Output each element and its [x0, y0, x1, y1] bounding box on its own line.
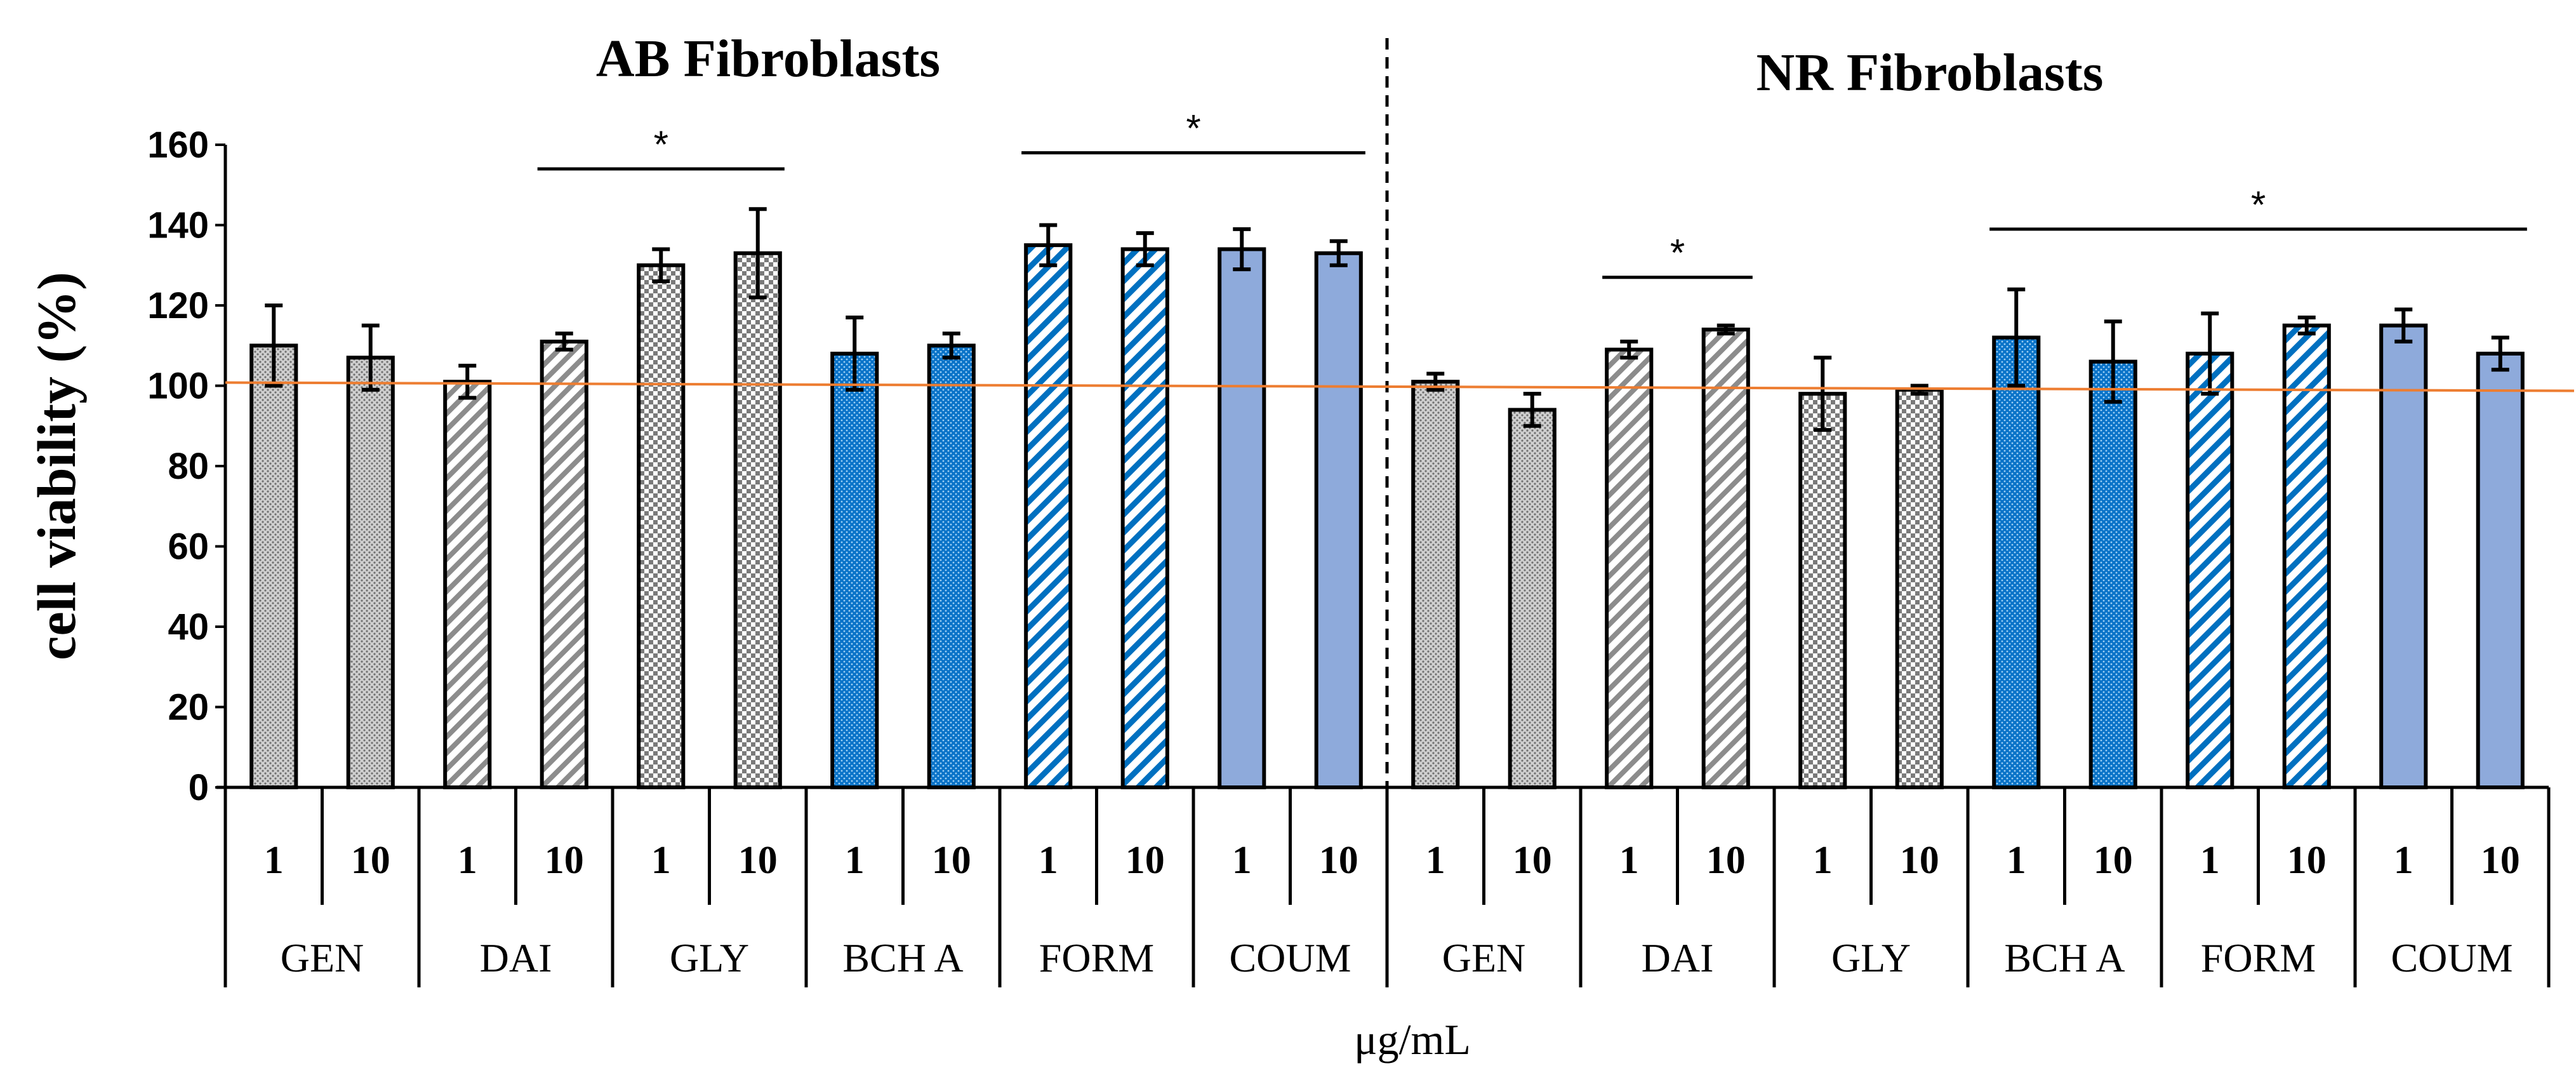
concentration-label: 1	[1813, 839, 1833, 882]
bar-gly-10	[1895, 387, 1944, 789]
y-axis-title: cell viability (%)	[26, 272, 87, 660]
concentration-label: 10	[1513, 839, 1552, 882]
bar-form-1	[2186, 351, 2234, 789]
y-tick-label: 100	[147, 366, 209, 407]
group-label: DAI	[480, 935, 552, 980]
concentration-label: 1	[264, 839, 284, 882]
bar-dai-10	[540, 339, 588, 789]
bar-gly-10	[733, 251, 782, 789]
y-tick-label: 140	[147, 205, 209, 246]
concentration-label: 1	[1232, 839, 1252, 882]
concentration-label: 10	[2287, 839, 2327, 882]
significance-marker: *	[1186, 107, 1200, 150]
x-axis-title: μg/mL	[1354, 1015, 1471, 1064]
bar-bch-a-1	[830, 351, 879, 789]
group-label: FORM	[2201, 935, 2316, 980]
chart-static-layer: 0 20 40 60 80 100 120 140 160 cell viability (%) 1…	[26, 29, 2551, 1064]
group-label: DAI	[1642, 935, 1714, 980]
group-label: BCH A	[2004, 935, 2125, 980]
bar-gen-10	[1508, 408, 1557, 789]
concentration-label: 10	[2094, 839, 2133, 882]
bar-coum-10	[2476, 351, 2525, 789]
y-tick-label: 0	[189, 767, 209, 808]
group-label: GLY	[1831, 935, 1911, 980]
bar-gen-1	[1411, 380, 1460, 789]
group-label: GEN	[281, 935, 364, 980]
concentration-label: 10	[932, 839, 971, 882]
y-tick-label: 160	[147, 124, 209, 166]
concentration-label: 10	[1125, 839, 1165, 882]
y-tick-label: 40	[168, 606, 209, 648]
bar-form-10	[1120, 247, 1169, 789]
y-tick-label: 20	[168, 687, 209, 728]
concentration-label: 1	[651, 839, 671, 882]
bar-bch-a-1	[1992, 335, 2041, 789]
y-tick-label: 120	[147, 285, 209, 326]
bar-form-10	[2282, 323, 2331, 789]
panel-title: AB Fibroblasts	[596, 29, 940, 88]
concentration-label: 1	[845, 839, 865, 882]
concentration-label: 1	[458, 839, 477, 882]
concentration-label: 10	[1319, 839, 1358, 882]
bar-gen-10	[346, 356, 395, 789]
concentration-label: 1	[2007, 839, 2026, 882]
group-label: BCH A	[842, 935, 963, 980]
concentration-label: 1	[1039, 839, 1058, 882]
bar-bch-a-10	[927, 344, 976, 789]
bar-form-1	[1024, 243, 1073, 789]
group-label: FORM	[1039, 935, 1154, 980]
chart-overlay-layer: * * * *	[225, 38, 2575, 787]
y-tick-label: 60	[168, 526, 209, 568]
group-label: COUM	[1229, 935, 1351, 980]
concentration-label: 1	[1426, 839, 1445, 882]
concentration-label: 1	[2394, 839, 2413, 882]
bar-coum-1	[1218, 247, 1266, 789]
concentration-label: 1	[2200, 839, 2220, 882]
concentration-label: 10	[351, 839, 390, 882]
reference-line-100	[225, 381, 2575, 392]
bar-gly-1	[637, 263, 686, 789]
group-label: COUM	[2391, 935, 2513, 980]
significance-marker: *	[2251, 184, 2266, 226]
group-label: GEN	[1442, 935, 1526, 980]
y-tick-label: 80	[168, 446, 209, 487]
bar-gly-1	[1798, 392, 1847, 789]
concentration-label: 1	[1619, 839, 1639, 882]
significance-marker: *	[654, 123, 668, 166]
bar-dai-10	[1701, 327, 1750, 789]
bar-coum-10	[1314, 251, 1363, 789]
bar-bch-a-10	[2088, 359, 2137, 789]
concentration-label: 10	[1706, 839, 1746, 882]
panel-title: NR Fibroblasts	[1756, 43, 2104, 102]
bar-gen-1	[249, 344, 298, 789]
bar-dai-1	[443, 380, 492, 789]
significance-marker: *	[1670, 232, 1685, 274]
concentration-label: 10	[738, 839, 778, 882]
bar-dai-1	[1605, 347, 1654, 789]
chart-bars-layer	[249, 243, 2525, 789]
concentration-label: 10	[2481, 839, 2520, 882]
bar-coum-1	[2379, 323, 2428, 789]
concentration-label: 10	[545, 839, 584, 882]
group-label: GLY	[670, 935, 749, 980]
concentration-label: 10	[1900, 839, 1939, 882]
